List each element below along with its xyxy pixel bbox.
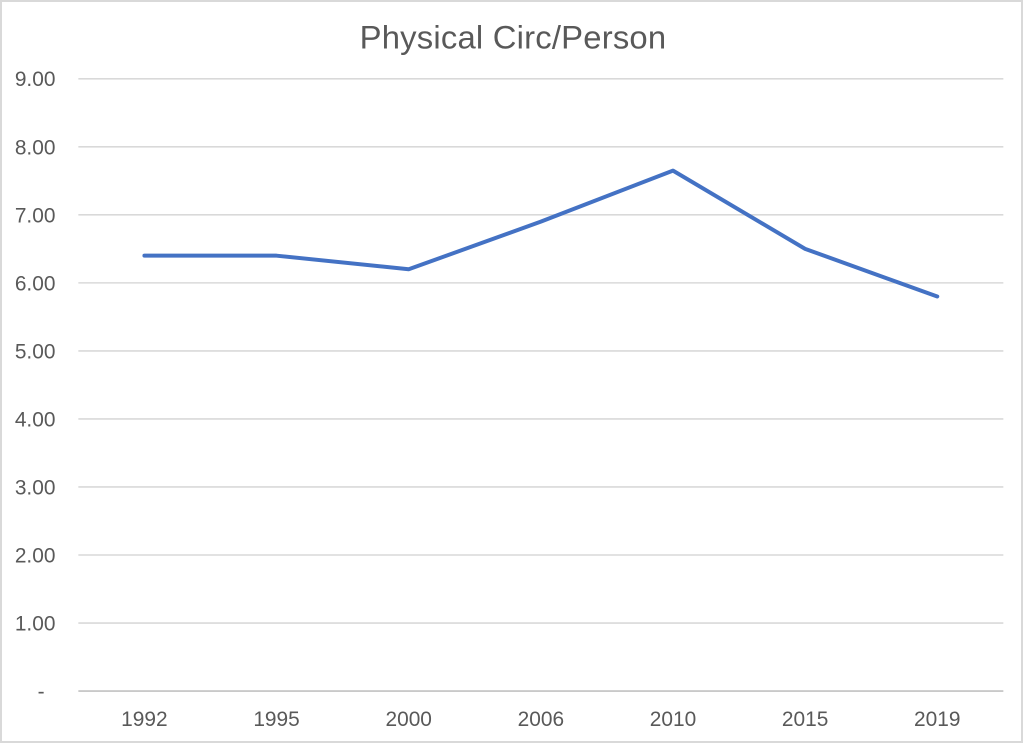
y-axis-tick-label: 3.00 xyxy=(15,476,56,499)
x-axis-tick-label: 2015 xyxy=(782,708,828,731)
y-axis-tick-label: 8.00 xyxy=(15,136,56,159)
chart-title: Physical Circ/Person xyxy=(360,19,667,56)
y-axis-tick-label: 4.00 xyxy=(15,408,56,431)
series-layer xyxy=(142,168,940,299)
y-axis-tick-label: 2.00 xyxy=(15,544,56,567)
y-axis-tick-label: 9.00 xyxy=(15,68,56,91)
y-axis-tick-label: 7.00 xyxy=(15,204,56,227)
axis-labels-layer: 9.00 8.00 7.00 6.00 5.00 4.00 3.00 2.00 1.00 - 199… xyxy=(15,68,961,731)
x-axis-tick-label: 1992 xyxy=(121,708,167,731)
y-axis-tick-label: 5.00 xyxy=(15,340,56,363)
x-axis-tick-label: 2006 xyxy=(518,708,564,731)
y-axis-tick-label: 6.00 xyxy=(15,272,56,295)
x-axis-tick-label: 2000 xyxy=(385,708,431,731)
series-line xyxy=(142,168,940,299)
x-axis-tick-label: 1995 xyxy=(253,708,299,731)
x-axis-tick-label: 2019 xyxy=(914,708,960,731)
y-axis-tick-label: - xyxy=(38,681,45,704)
y-axis-tick-label: 1.00 xyxy=(15,612,56,635)
x-axis-tick-label: 2010 xyxy=(650,708,696,731)
gridlines-layer xyxy=(78,77,1004,692)
